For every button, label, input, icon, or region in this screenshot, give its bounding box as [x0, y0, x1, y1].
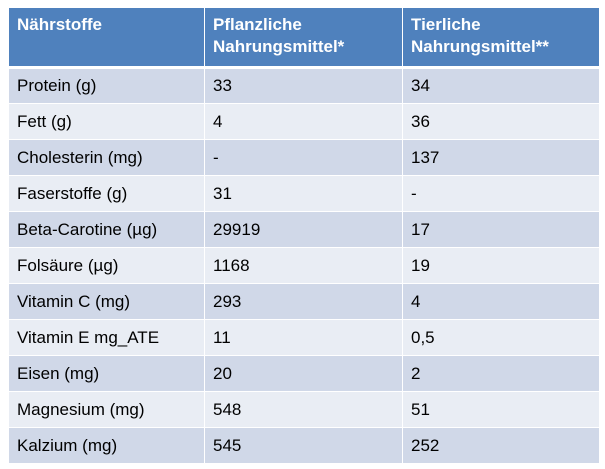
table-row: Vitamin C (mg) 293 4 — [8, 283, 600, 320]
plant-value: 29919 — [204, 211, 403, 248]
animal-value: 34 — [402, 67, 600, 104]
animal-value: 2 — [402, 355, 600, 392]
header-line: Nahrungsmittel* — [213, 37, 345, 56]
nutrient-name: Fett (g) — [8, 103, 205, 140]
plant-value: 20 — [204, 355, 403, 392]
animal-value: 252 — [402, 427, 600, 464]
animal-value: 51 — [402, 391, 600, 428]
table-row: Magnesium (mg) 548 51 — [8, 391, 600, 428]
header-line: Pflanzliche — [213, 15, 302, 34]
animal-value: 36 — [402, 103, 600, 140]
nutrient-name: Kalzium (mg) — [8, 427, 205, 464]
animal-value: 17 — [402, 211, 600, 248]
header-row: Nährstoffe Pflanzliche Nahrungsmittel* T… — [8, 7, 600, 69]
table-row: Faserstoffe (g) 31 - — [8, 175, 600, 212]
animal-value: 137 — [402, 139, 600, 176]
header-pflanzliche: Pflanzliche Nahrungsmittel* — [204, 7, 403, 69]
nutrient-name: Vitamin C (mg) — [8, 283, 205, 320]
animal-value: - — [402, 175, 600, 212]
nutrient-name: Protein (g) — [8, 67, 205, 104]
plant-value: 293 — [204, 283, 403, 320]
table-row: Cholesterin (mg) - 137 — [8, 139, 600, 176]
plant-value: - — [204, 139, 403, 176]
nutrient-name: Beta-Carotine (µg) — [8, 211, 205, 248]
table-row: Kalzium (mg) 545 252 — [8, 427, 600, 464]
nutrient-name: Faserstoffe (g) — [8, 175, 205, 212]
plant-value: 548 — [204, 391, 403, 428]
plant-value: 4 — [204, 103, 403, 140]
table-row: Eisen (mg) 20 2 — [8, 355, 600, 392]
table-row: Vitamin E mg_ATE 11 0,5 — [8, 319, 600, 356]
table-row: Beta-Carotine (µg) 29919 17 — [8, 211, 600, 248]
table-row: Folsäure (µg) 1168 19 — [8, 247, 600, 284]
table-row: Fett (g) 4 36 — [8, 103, 600, 140]
table-row: Protein (g) 33 34 — [8, 67, 600, 104]
header-line: Nahrungsmittel** — [411, 37, 549, 56]
plant-value: 33 — [204, 67, 403, 104]
plant-value: 31 — [204, 175, 403, 212]
animal-value: 19 — [402, 247, 600, 284]
nutrient-name: Vitamin E mg_ATE — [8, 319, 205, 356]
header-line: Nährstoffe — [17, 15, 103, 34]
header-tierliche: Tierliche Nahrungsmittel** — [402, 7, 600, 69]
plant-value: 11 — [204, 319, 403, 356]
nutrient-name: Cholesterin (mg) — [8, 139, 205, 176]
plant-value: 545 — [204, 427, 403, 464]
nutrient-comparison-table: Nährstoffe Pflanzliche Nahrungsmittel* T… — [8, 7, 600, 464]
nutrient-name: Magnesium (mg) — [8, 391, 205, 428]
nutrient-name: Folsäure (µg) — [8, 247, 205, 284]
plant-value: 1168 — [204, 247, 403, 284]
animal-value: 4 — [402, 283, 600, 320]
animal-value: 0,5 — [402, 319, 600, 356]
header-naehrstoffe: Nährstoffe — [8, 7, 205, 69]
nutrient-name: Eisen (mg) — [8, 355, 205, 392]
header-line: Tierliche — [411, 15, 481, 34]
